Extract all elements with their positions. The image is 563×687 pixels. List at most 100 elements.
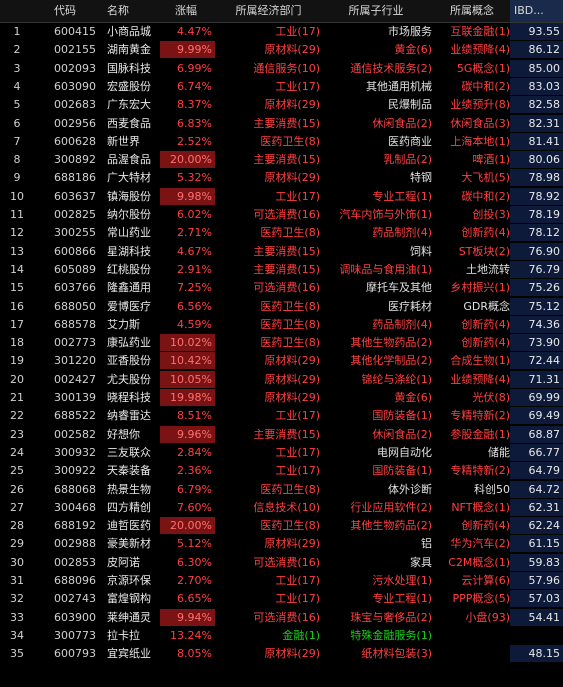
table-row[interactable]: 20 002427 尤夫股份 10.05% 原材料(29) 锦纶与涤纶(1) 业绩预降(4)… <box>0 370 563 388</box>
table-row[interactable]: 13 600866 星湖科技 4.67% 主要消费(15) 饲料 ST板块(2) 76.90 <box>0 242 563 260</box>
stock-code: 600415 <box>54 25 96 38</box>
stock-code: 002773 <box>54 336 96 350</box>
subindustry: 特钢 <box>410 171 432 185</box>
table-row[interactable]: 34 300773 拉卡拉 13.24% 金融(1) 特殊金融服务(1) <box>0 627 563 644</box>
ibd-rating: 74.36 <box>510 315 563 333</box>
table-row[interactable]: 2 002155 湖南黄金 9.99% 原材料(29) 黄金(6) 业绩预降(4) 86.12 <box>0 41 563 59</box>
stock-code: 603766 <box>54 281 96 295</box>
change-percent: 9.99% <box>160 41 215 59</box>
table-row[interactable]: 24 300932 三友联众 2.84% 工业(17) 电网自动化 储能 66.77 <box>0 443 563 461</box>
table-row[interactable]: 18 002773 康弘药业 10.02% 医药卫生(8) 其他生物药品(2) 创新药(4)… <box>0 334 563 352</box>
table-row[interactable]: 22 688522 纳睿雷达 8.51% 工业(17) 国防装备(1) 专精特新(2) 69.… <box>0 407 563 425</box>
header-name[interactable]: 名称 <box>107 4 129 17</box>
sector: 工业(17) <box>275 445 320 459</box>
row-index: 23 <box>10 427 24 441</box>
table-row[interactable]: 8 300892 品渥食品 20.00% 主要消费(15) 乳制品(2) 啤酒(1) 80.0… <box>0 151 563 169</box>
stock-name: 艾力斯 <box>107 317 140 331</box>
header-subindustry[interactable]: 所属子行业 <box>348 4 404 17</box>
table-row[interactable]: 16 688050 爱博医疗 6.56% 医药卫生(8) 医疗耗材 GDR概念 75.12 <box>0 297 563 315</box>
table-row[interactable]: 7 600628 新世界 2.52% 医药卫生(8) 医药商业 上海本地(1) 81.41 <box>0 132 563 150</box>
change-percent: 4.47% <box>177 25 212 38</box>
concept: 云计算(6) <box>461 574 510 587</box>
row-index: 1 <box>13 25 21 38</box>
stock-name: 常山药业 <box>107 226 151 240</box>
sector: 主要消费(15) <box>253 153 320 167</box>
stock-name: 宏盛股份 <box>107 79 151 93</box>
table-row[interactable]: 30 002853 皮阿诺 6.30% 可选消费(16) 家具 C2M概念(1) 59.83 <box>0 553 563 571</box>
subindustry: 其他生物药品(2) <box>350 519 432 533</box>
stock-code: 002155 <box>54 43 96 57</box>
concept: 合成生物(1) <box>450 354 510 368</box>
row-index: 13 <box>10 244 24 258</box>
table-row[interactable]: 23 002582 好想你 9.96% 主要消费(15) 休闲食品(2) 参股金融(1) 68… <box>0 425 563 443</box>
header-code[interactable]: 代码 <box>54 4 76 17</box>
concept: 碳中和(2) <box>461 79 510 93</box>
ibd-rating: 61.15 <box>510 535 563 553</box>
concept: 创新药(4) <box>461 336 510 350</box>
subindustry: 休闲食品(2) <box>372 116 432 130</box>
ibd-rating: 57.03 <box>510 590 563 608</box>
table-row[interactable]: 19 301220 亚香股份 10.42% 原材料(29) 其他化学制品(2) 合成生物(1… <box>0 352 563 370</box>
header-concept[interactable]: 所属概念 <box>450 4 494 17</box>
subindustry: 休闲食品(2) <box>372 427 432 441</box>
stock-code: 688068 <box>54 482 96 496</box>
ibd-rating: 69.99 <box>510 389 563 406</box>
change-percent: 2.70% <box>177 574 212 587</box>
stock-name: 亚香股份 <box>107 354 151 368</box>
ibd-rating: 78.98 <box>510 169 563 187</box>
stock-code: 002427 <box>54 372 96 386</box>
table-row[interactable]: 11 002825 纳尔股份 6.02% 可选消费(16) 汽车内饰与外饰(1) 创投(3)… <box>0 206 563 223</box>
table-row[interactable]: 3 002093 国脉科技 6.99% 通信服务(10) 通信技术服务(2) 5G概念(1)… <box>0 59 563 77</box>
header-change[interactable]: 涨幅 <box>175 4 197 17</box>
table-row[interactable]: 29 002988 豪美新材 5.12% 原材料(29) 铝 华为汽车(2) 61.15 <box>0 535 563 553</box>
table-row[interactable]: 14 605089 红桃股份 2.91% 主要消费(15) 调味品与食用油(1) 土地流转 7… <box>0 260 563 278</box>
table-row[interactable]: 31 688096 京源环保 2.70% 工业(17) 污水处理(1) 云计算(6) 57.9… <box>0 572 563 589</box>
change-percent: 2.52% <box>177 134 212 148</box>
stock-code: 300139 <box>54 391 96 404</box>
sector: 医药卫生(8) <box>260 226 320 240</box>
table-row[interactable]: 6 002956 西麦食品 6.83% 主要消费(15) 休闲食品(2) 休闲食品(3) 82… <box>0 114 563 132</box>
table-row[interactable]: 28 688192 迪哲医药 20.00% 医药卫生(8) 其他生物药品(2) 创新药(4)… <box>0 517 563 535</box>
ibd-rating: 62.24 <box>510 517 563 535</box>
sector: 金融(1) <box>282 628 320 642</box>
ibd-rating: 72.44 <box>510 352 563 370</box>
table-row[interactable]: 1 600415 小商品城 4.47% 工业(17) 市场服务 互联金融(1) 93.55 <box>0 23 563 40</box>
concept: 专精特新(2) <box>450 409 510 423</box>
sector: 通信服务(10) <box>253 61 320 75</box>
table-row[interactable]: 27 300468 四方精创 7.60% 信息技术(10) 行业应用软件(2) NFT概念(… <box>0 498 563 516</box>
table-row[interactable]: 33 603900 莱绅通灵 9.94% 可选消费(16) 珠宝与奢侈品(2) 小盘(93)… <box>0 608 563 626</box>
table-row[interactable]: 32 002743 富煌钢构 6.65% 工业(17) 专业工程(1) PPP概念(5) 57… <box>0 590 563 608</box>
sector: 工业(17) <box>275 25 320 38</box>
table-row[interactable]: 25 300922 天秦装备 2.36% 工业(17) 国防装备(1) 专精特新(2) 64.… <box>0 462 563 480</box>
change-percent: 20.00% <box>160 517 215 535</box>
change-percent: 6.30% <box>177 555 212 569</box>
stock-name: 晓程科技 <box>107 391 151 404</box>
table-row[interactable]: 17 688578 艾力斯 4.59% 医药卫生(8) 药品制剂(4) 创新药(4) 74.3… <box>0 315 563 333</box>
change-percent: 19.98% <box>160 389 215 406</box>
concept: GDR概念 <box>463 299 510 313</box>
subindustry: 药品制剂(4) <box>372 226 432 240</box>
header-sector[interactable]: 所属经济部门 <box>235 4 302 17</box>
row-index: 5 <box>13 98 21 112</box>
table-row[interactable]: 4 603090 宏盛股份 6.74% 工业(17) 其他通用机械 碳中和(2) 83.03 <box>0 77 563 95</box>
header-ibd[interactable]: IBD... <box>510 0 563 22</box>
sector: 信息技术(10) <box>253 500 320 514</box>
subindustry: 乳制品(2) <box>383 153 432 167</box>
change-percent: 6.02% <box>177 208 212 221</box>
stock-name: 爱博医疗 <box>107 299 151 313</box>
table-row[interactable]: 10 603637 镇海股份 9.98% 工业(17) 专业工程(1) 碳中和(2) 78.9… <box>0 187 563 205</box>
table-row[interactable]: 35 600793 宜宾纸业 8.05% 原材料(29) 纸材料包装(3) 48.15 <box>0 645 563 663</box>
table-row[interactable]: 26 688068 热景生物 6.79% 医药卫生(8) 体外诊断 科创50 64.72 <box>0 480 563 498</box>
table-row[interactable]: 9 688186 广大特材 5.32% 原材料(29) 特钢 大飞机(5) 78.98 <box>0 169 563 187</box>
table-row[interactable]: 12 300255 常山药业 2.71% 医药卫生(8) 药品制剂(4) 创新药(4) 78.… <box>0 224 563 242</box>
table-row[interactable]: 5 002683 广东宏大 8.37% 原材料(29) 民爆制品 业绩预升(8) 82.58 <box>0 96 563 114</box>
sector: 医药卫生(8) <box>260 317 320 331</box>
ibd-rating: 64.79 <box>510 462 563 480</box>
concept: 专精特新(2) <box>450 464 510 478</box>
table-row[interactable]: 21 300139 晓程科技 19.98% 原材料(29) 黄金(6) 光伏(8) 69.99 <box>0 389 563 406</box>
concept: 业绩预升(8) <box>450 98 510 112</box>
concept: 5G概念(1) <box>456 61 510 75</box>
ibd-rating: 64.72 <box>510 480 563 498</box>
sector: 医药卫生(8) <box>260 299 320 313</box>
table-row[interactable]: 15 603766 隆鑫通用 7.25% 可选消费(16) 摩托车及其他 乡村振兴(1) 75… <box>0 279 563 297</box>
